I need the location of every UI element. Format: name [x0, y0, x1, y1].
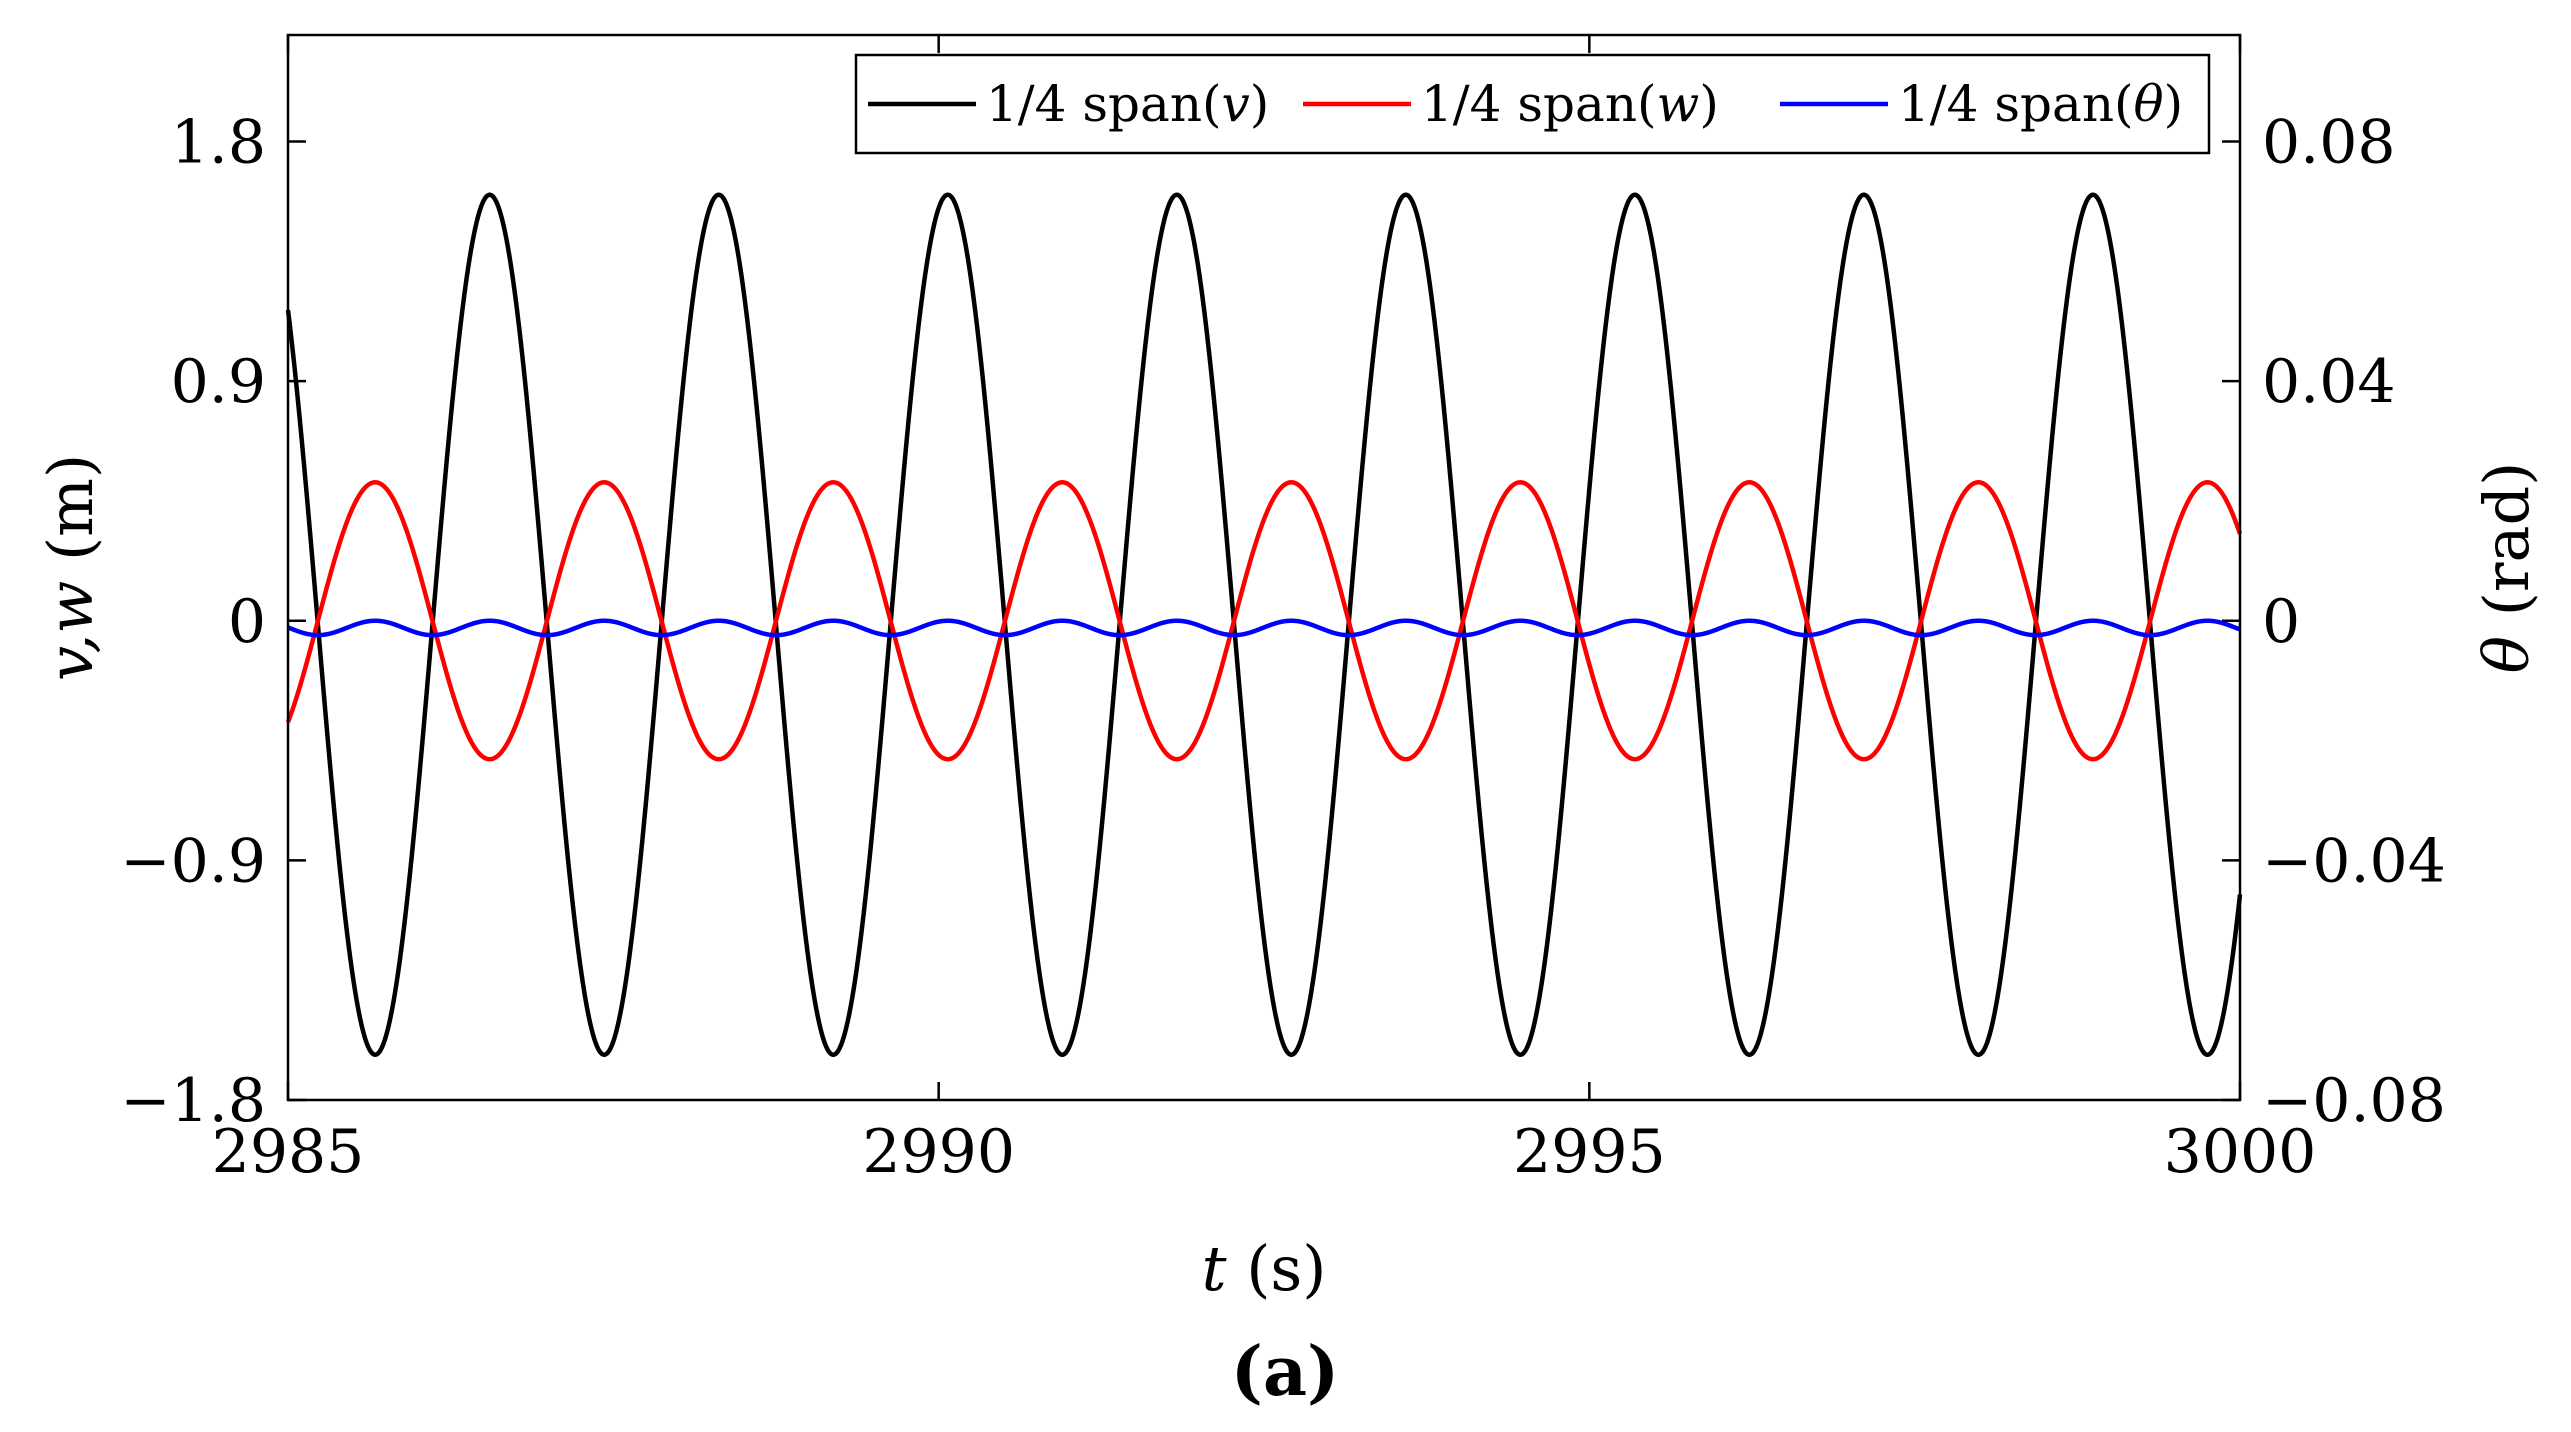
series-line-2 [285, 480, 2243, 762]
legend: 1/4 span(v) 1/4 span(w) 1/4 span(θ) [854, 53, 2211, 155]
y-right-tick-label: −0.04 [2262, 826, 2446, 896]
legend-box [854, 53, 2211, 155]
y-right-tick-label: 0.08 [2262, 108, 2396, 178]
series-line-3 [286, 618, 2242, 638]
plot-frame [286, 33, 2242, 1102]
y-right-tick-label: 0.04 [2262, 347, 2396, 417]
x-axis-var: t [1202, 1232, 1227, 1305]
legend-label-2: 1/4 span(w) [1421, 75, 1719, 133]
x-tick-label: 3000 [2164, 1117, 2317, 1187]
x-axis-title: t (s) [1202, 1232, 1327, 1305]
y-left-tick-label: 0 [228, 587, 266, 657]
y-left-axis-var: v,w [34, 581, 107, 681]
y-left-tick-label: −0.9 [120, 826, 266, 896]
x-tick-label: 2985 [212, 1117, 365, 1187]
y-right-tick-label: −0.08 [2262, 1066, 2446, 1136]
y-right-axis-unit: (rad) [2470, 462, 2543, 636]
y-right-tick-label: 0 [2262, 587, 2300, 657]
legend-label-3: 1/4 span(θ) [1898, 75, 2183, 133]
y-left-tick-label: 0.9 [171, 347, 266, 417]
y-left-axis-title: v,w (m) [34, 454, 107, 681]
x-axis-unit: (s) [1227, 1232, 1327, 1305]
series-line-1 [285, 192, 2243, 1057]
y-right-axis-title: θ (rad) [2470, 462, 2543, 674]
y-left-tick-label: 1.8 [171, 108, 266, 178]
y-right-axis-var: θ [2470, 636, 2543, 673]
legend-label-1: 1/4 span(v) [986, 75, 1269, 133]
figure-caption: (a) [1231, 1332, 1339, 1412]
y-left-tick-label: −1.8 [120, 1066, 266, 1136]
x-tick-label: 2995 [1513, 1117, 1666, 1187]
x-tick-label: 2990 [862, 1117, 1015, 1187]
y-left-axis-unit: (m) [34, 454, 107, 581]
